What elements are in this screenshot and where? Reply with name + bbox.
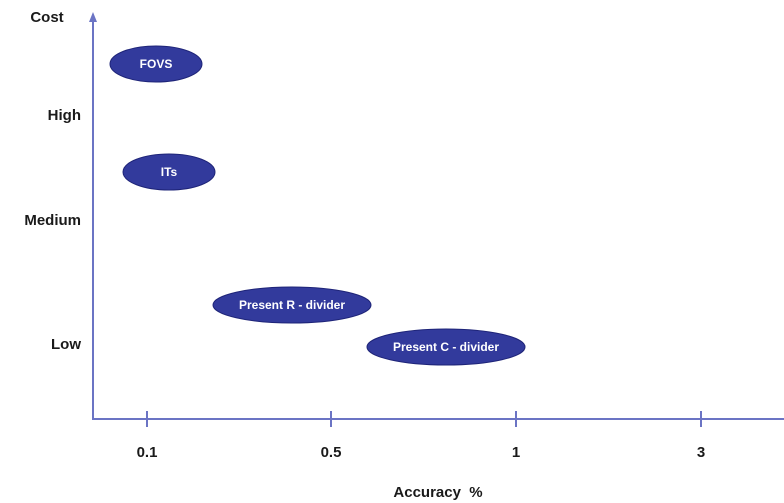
data-point: Present R - divider — [212, 286, 372, 324]
x-tick-label: 0.1 — [137, 444, 158, 461]
data-point-label: ITs — [161, 165, 178, 179]
data-point-label: Present C - divider — [393, 340, 499, 354]
data-point-marker — [212, 286, 372, 324]
data-point-marker — [366, 328, 526, 366]
data-point-label: Present R - divider — [239, 298, 345, 312]
data-point: ITs — [122, 153, 216, 191]
y-ticks: Low Medium High — [24, 107, 81, 353]
x-axis-title: Accuracy % — [393, 484, 482, 501]
y-axis-title: Cost — [30, 9, 63, 26]
data-point: Present C - divider — [366, 328, 526, 366]
data-point: FOVS — [109, 45, 203, 83]
x-tick-label: 0.5 — [321, 444, 342, 461]
data-points: FOVS ITs Present R - divider Present C - di… — [109, 45, 526, 366]
data-point-marker — [109, 45, 203, 83]
y-tick-label: Medium — [24, 212, 81, 229]
x-ticks: 0.1 0.5 1 3 — [137, 411, 705, 461]
y-tick-label: Low — [51, 336, 81, 353]
axes — [89, 12, 784, 420]
y-axis-arrow — [89, 12, 97, 22]
data-point-marker — [122, 153, 216, 191]
y-tick-label: High — [48, 107, 81, 124]
data-point-label: FOVS — [140, 57, 173, 71]
x-tick-label: 3 — [697, 444, 705, 461]
x-tick-label: 1 — [512, 444, 520, 461]
